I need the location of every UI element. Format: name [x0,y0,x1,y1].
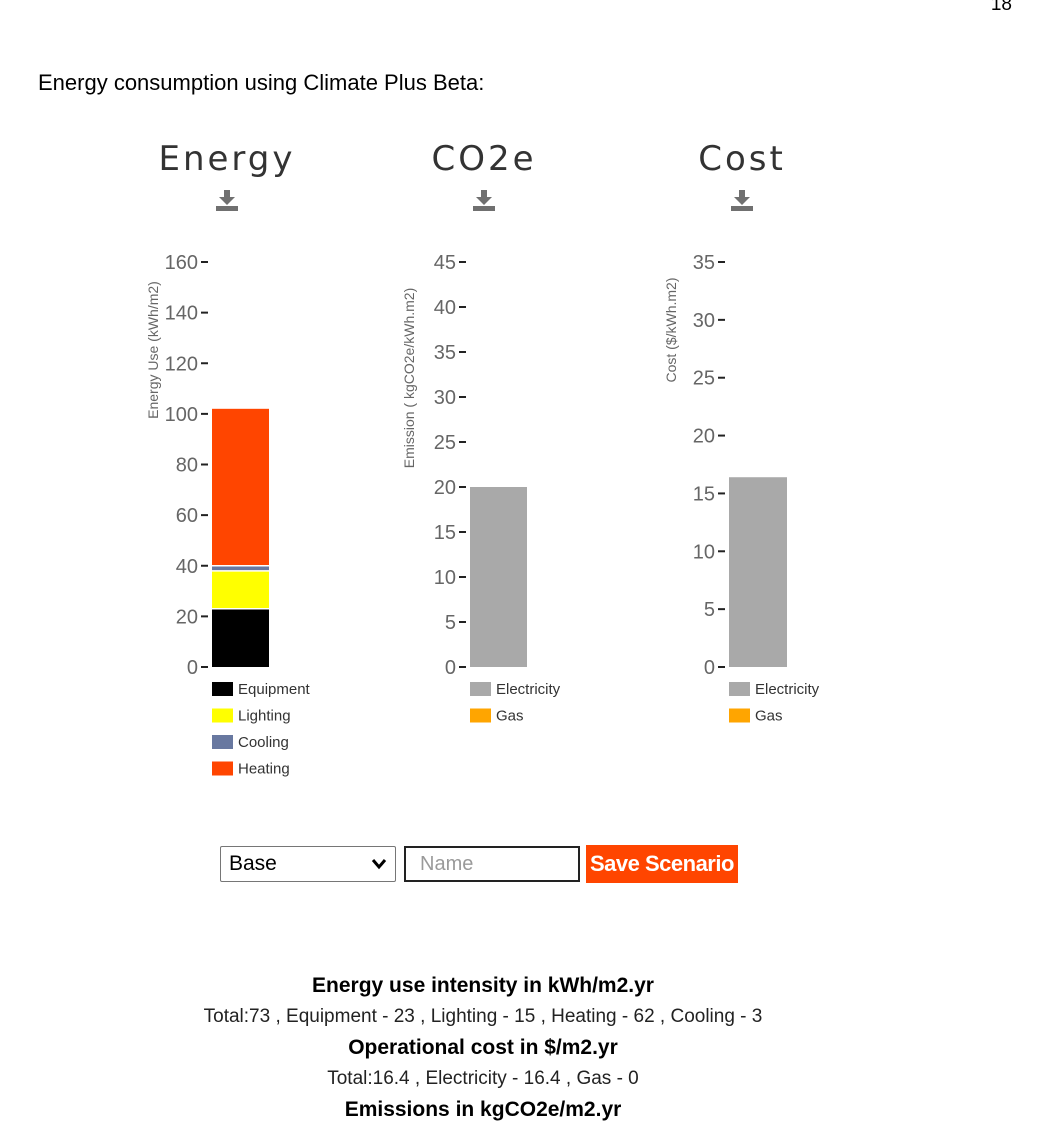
bar-segment-electricity [470,487,527,667]
legend-swatch-lighting [212,708,233,723]
scenario-controls: Base Save Scenario [220,845,738,883]
y-tick-label: 120 [165,353,198,375]
chart-title: CO2e [431,139,536,179]
y-tick-label: 140 [165,303,198,325]
save-scenario-button[interactable]: Save Scenario [586,845,738,883]
legend-label-equipment: Equipment [238,681,311,698]
chart-title: Energy [158,139,295,179]
legend-swatch-gas [470,708,491,723]
legend-swatch-equipment [212,682,233,696]
bar-segment-equipment [212,608,269,667]
page-number: 18 [990,0,1012,15]
emissions-heading: Emissions in kgCO2e/m2.yr [344,1098,622,1121]
bar-segment-lighting [212,570,269,609]
y-tick-label: 15 [693,483,715,505]
y-tick-label: 40 [434,297,456,319]
download-icon-arrow [734,197,750,205]
download-icon-tray [731,206,753,211]
y-tick-label: 160 [165,252,198,274]
download-icon-stem [224,190,230,198]
chevron-down-icon [371,859,387,870]
y-tick-label: 15 [434,522,456,544]
y-tick-label: 45 [434,252,456,274]
chart-2: Cost Cost ($/kWh.m2) 0 5 10 15 20 25 30 35 Electri… [663,139,820,725]
y-tick-label: 0 [187,657,198,679]
legend-label-electricity: Electricity [496,681,561,698]
energy-intensity-detail: Total:73 , Equipment - 23 , Lighting - 1… [203,1006,763,1027]
legend-swatch-electricity [729,682,750,696]
y-tick-label: 20 [693,426,715,448]
bar-segment-electricity [729,477,787,667]
download-icon-stem [739,190,745,198]
y-tick-label: 80 [176,455,198,477]
legend-label-gas: Gas [755,708,783,725]
legend-label-cooling: Cooling [238,734,289,751]
bar-segment-heating [212,408,269,566]
y-tick-label: 35 [693,252,715,274]
y-tick-label: 35 [434,342,456,364]
operational-cost-detail: Total:16.4 , Electricity - 16.4 , Gas - … [327,1068,639,1089]
legend-label-gas: Gas [496,708,524,725]
chart-1: CO2e Emission ( kgCO2e/kWh.m2) 0 5 10 15 20 25 3… [401,139,561,725]
legend-label-electricity: Electricity [755,681,820,698]
y-tick-label: 5 [704,599,715,621]
y-tick-label: 100 [165,404,198,426]
chart-title: Cost [698,139,786,179]
y-tick-label: 20 [176,606,198,628]
download-icon-tray [216,206,238,211]
download-icon-stem [481,190,487,198]
y-tick-label: 30 [693,310,715,332]
legend-swatch-cooling [212,735,233,749]
y-tick-label: 40 [176,556,198,578]
intro-text: Energy consumption using Climate Plus Be… [38,70,485,95]
download-icon[interactable] [473,190,495,211]
download-icon-tray [473,206,495,211]
download-icon-arrow [219,197,235,205]
bar-segment-cooling [212,565,269,571]
summary-section: Energy use intensity in kWh/m2.yr Total:… [0,970,966,1125]
operational-cost-heading: Operational cost in $/m2.yr [348,1036,618,1059]
y-tick-label: 10 [434,567,456,589]
energy-intensity-heading: Energy use intensity in kWh/m2.yr [312,974,654,997]
scenario-select[interactable]: Base [220,846,396,882]
legend-label-lighting: Lighting [238,708,291,725]
y-axis-title: Emission ( kgCO2e/kWh.m2) [401,288,417,468]
legend-swatch-gas [729,708,750,723]
legend-swatch-electricity [470,682,491,696]
y-tick-label: 25 [693,368,715,390]
y-axis-title: Energy Use (kWh/m2) [145,281,161,419]
download-icon[interactable] [216,190,238,211]
legend-label-heating: Heating [238,761,290,778]
y-tick-label: 10 [693,541,715,563]
scenario-name-input[interactable] [404,846,580,882]
y-tick-label: 5 [445,612,456,634]
y-axis-title: Cost ($/kWh.m2) [663,277,679,382]
y-tick-label: 20 [434,477,456,499]
download-icon-arrow [476,197,492,205]
y-tick-label: 30 [434,387,456,409]
y-tick-label: 60 [176,505,198,527]
y-tick-label: 0 [445,657,456,679]
y-tick-label: 0 [704,657,715,679]
scenario-select-value: Base [229,852,277,875]
y-tick-label: 25 [434,432,456,454]
legend-swatch-heating [212,761,233,776]
chart-0: Energy Energy Use (kWh/m2) 0 20 40 60 80 100 120… [145,139,311,778]
download-icon[interactable] [731,190,753,211]
